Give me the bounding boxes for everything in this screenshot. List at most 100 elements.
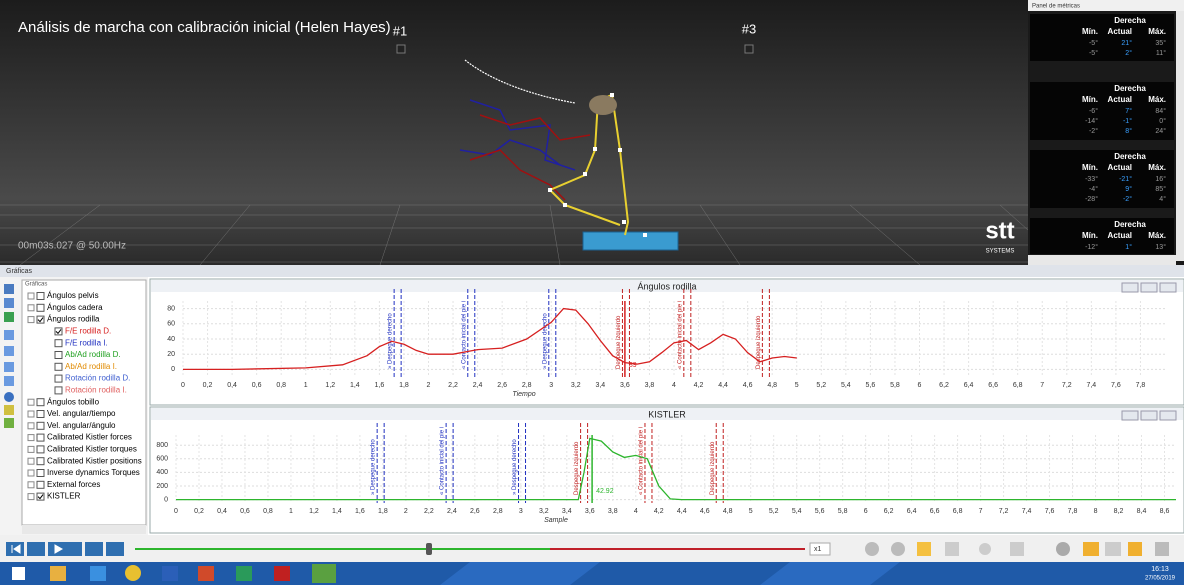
checkbox[interactable] <box>37 304 44 311</box>
app-icon[interactable] <box>125 565 141 581</box>
tree-label[interactable]: Rotación rodilla D. <box>65 374 130 383</box>
checkbox[interactable] <box>55 352 62 359</box>
view-button[interactable] <box>917 542 931 556</box>
view-button[interactable] <box>1155 542 1169 556</box>
tree-label[interactable]: Calibrated Kistler forces <box>47 433 132 442</box>
y-tick-label: 600 <box>156 456 168 463</box>
checkbox[interactable] <box>37 446 44 453</box>
tree-label[interactable]: Ab/Ad rodilla D. <box>65 350 121 359</box>
expander[interactable] <box>28 411 34 417</box>
expander[interactable] <box>28 305 34 311</box>
checkbox[interactable] <box>37 481 44 488</box>
tree-label[interactable]: Calibrated Kistler positions <box>47 456 142 465</box>
app-icon[interactable] <box>162 566 178 581</box>
view-button[interactable] <box>1105 542 1121 556</box>
checkbox[interactable] <box>37 434 44 441</box>
app-icon[interactable] <box>236 566 252 581</box>
tree-label[interactable]: Inverse dynamics Torques <box>47 468 140 477</box>
expander[interactable] <box>28 317 34 323</box>
tool-button[interactable] <box>4 405 14 415</box>
tool-button[interactable] <box>4 418 14 428</box>
app-icon[interactable] <box>50 566 66 581</box>
expander[interactable] <box>28 458 34 464</box>
scrollbar[interactable] <box>1028 255 1176 265</box>
window-button[interactable] <box>1160 283 1176 292</box>
prev-button[interactable] <box>27 542 45 556</box>
tree-label[interactable]: Vel. angular/tiempo <box>47 409 116 418</box>
checkbox[interactable] <box>37 293 44 300</box>
last-button[interactable] <box>106 542 124 556</box>
tool-button[interactable] <box>4 392 14 402</box>
view-button[interactable] <box>945 542 959 556</box>
view-button[interactable] <box>1083 542 1099 556</box>
view-button[interactable] <box>891 542 905 556</box>
tree-label[interactable]: Ángulos tobillo <box>47 397 100 406</box>
expander[interactable] <box>28 470 34 476</box>
checkbox[interactable] <box>37 411 44 418</box>
tool-button[interactable] <box>4 298 14 308</box>
expander[interactable] <box>28 435 34 441</box>
tree-label[interactable]: Ab/Ad rodilla I. <box>65 362 117 371</box>
tree-label[interactable]: Rotación rodilla I. <box>65 386 127 395</box>
window-button[interactable] <box>1141 411 1157 420</box>
tree-label[interactable]: Vel. angular/ángulo <box>47 421 116 430</box>
x-tick-label: 0 <box>174 508 178 515</box>
tool-button[interactable] <box>4 284 14 294</box>
checkbox[interactable] <box>37 470 44 477</box>
tree-label[interactable]: Calibrated Kistler torques <box>47 445 137 454</box>
checkbox[interactable] <box>37 422 44 429</box>
view-button[interactable] <box>1128 542 1142 556</box>
expander[interactable] <box>28 446 34 452</box>
expander[interactable] <box>28 482 34 488</box>
tool-button[interactable] <box>4 376 14 386</box>
window-button[interactable] <box>1122 411 1138 420</box>
taskbar-apps <box>12 564 336 583</box>
tree-label[interactable]: F/E rodilla I. <box>65 338 108 347</box>
tool-button[interactable] <box>4 362 14 372</box>
tree-label[interactable]: Ángulos cadera <box>47 303 103 312</box>
window-button[interactable] <box>1122 283 1138 292</box>
metric-column: Máx. <box>1148 95 1166 104</box>
checkbox[interactable] <box>37 458 44 465</box>
window-button[interactable] <box>1160 411 1176 420</box>
checkbox[interactable] <box>55 340 62 347</box>
metric-column: Máx. <box>1148 163 1166 172</box>
tree-label[interactable]: F/E rodilla D. <box>65 327 111 336</box>
view-button[interactable] <box>1056 542 1070 556</box>
view-button[interactable] <box>865 542 879 556</box>
checkbox[interactable] <box>55 387 62 394</box>
tool-button[interactable] <box>4 346 14 356</box>
tree-label[interactable]: External forces <box>47 480 100 489</box>
app-icon[interactable] <box>312 564 336 583</box>
tree-label[interactable]: KISTLER <box>47 492 81 501</box>
checkbox[interactable] <box>55 375 62 382</box>
start-button[interactable] <box>12 567 25 580</box>
metric-column: Actual <box>1108 231 1132 240</box>
expander[interactable] <box>28 293 34 299</box>
scrollbar[interactable] <box>1176 11 1184 261</box>
x-tick-label: 4 <box>672 382 676 389</box>
expander[interactable] <box>28 423 34 429</box>
scrollbar[interactable] <box>22 525 146 534</box>
tool-button[interactable] <box>4 312 14 322</box>
play-button[interactable] <box>48 542 82 556</box>
clock-time: 16:13 <box>1151 566 1169 573</box>
view-button[interactable] <box>1010 542 1024 556</box>
metric-side: Derecha <box>1114 84 1146 93</box>
checkbox[interactable] <box>37 399 44 406</box>
timeline-thumb[interactable] <box>426 543 432 555</box>
window-button[interactable] <box>1141 283 1157 292</box>
view-button[interactable] <box>979 543 991 555</box>
expander[interactable] <box>28 494 34 500</box>
checkbox[interactable] <box>55 363 62 370</box>
tree-label[interactable]: Ángulos rodilla <box>47 315 100 324</box>
app-icon[interactable] <box>90 566 106 581</box>
app-icon[interactable] <box>274 566 290 581</box>
y-tick-label: 0 <box>171 366 175 373</box>
app-icon[interactable] <box>198 566 214 581</box>
tree-label[interactable]: Ángulos pelvis <box>47 291 99 300</box>
x-tick-label: 5,6 <box>866 382 876 389</box>
next-button[interactable] <box>85 542 103 556</box>
expander[interactable] <box>28 399 34 405</box>
tool-button[interactable] <box>4 330 14 340</box>
